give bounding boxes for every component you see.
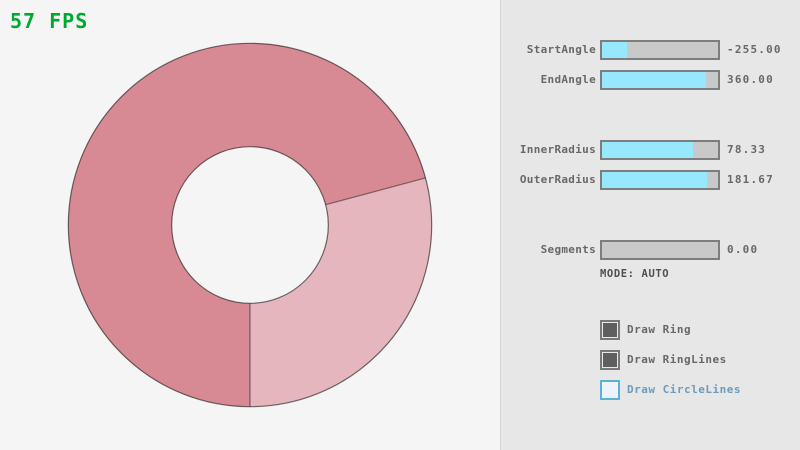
slider-innerradius[interactable]	[600, 140, 720, 160]
slider-label-outerradius: OuterRadius	[519, 173, 596, 186]
slider-row-startangle: StartAngle -255.00	[501, 40, 800, 60]
slider-row-segments: Segments 0.00	[501, 240, 800, 260]
slider-segments[interactable]	[600, 240, 720, 260]
controls-panel: StartAngle -255.00 EndAngle 360.00 Inner…	[500, 0, 800, 450]
checkbox-label-draw-ring: Draw Ring	[627, 323, 692, 336]
slider-fill	[602, 142, 693, 158]
slider-fill	[602, 72, 707, 88]
slider-label-innerradius: InnerRadius	[519, 143, 596, 156]
slider-value-startangle: -255.00	[727, 43, 782, 56]
slider-row-innerradius: InnerRadius 78.33	[501, 140, 800, 160]
checkmark-fill	[603, 323, 617, 337]
slider-value-segments: 0.00	[727, 243, 759, 256]
slider-label-startangle: StartAngle	[526, 43, 596, 56]
slider-value-innerradius: 78.33	[727, 143, 767, 156]
slider-value-endangle: 360.00	[727, 73, 774, 86]
checkbox-label-draw-circlelines: Draw CircleLines	[627, 383, 741, 396]
slider-fill	[602, 172, 708, 188]
slider-fill	[602, 42, 628, 58]
slider-label-segments: Segments	[540, 243, 596, 256]
checkmark-fill	[603, 353, 617, 367]
segments-mode-status: MODE: AUTO	[600, 268, 670, 280]
checkbox-draw-circlelines[interactable]	[600, 380, 620, 400]
slider-row-endangle: EndAngle 360.00	[501, 70, 800, 90]
slider-row-outerradius: OuterRadius 181.67	[501, 170, 800, 190]
slider-value-outerradius: 181.67	[727, 173, 774, 186]
slider-outerradius[interactable]	[600, 170, 720, 190]
checkbox-draw-ringlines[interactable]	[600, 350, 620, 370]
checkbox-label-draw-ringlines: Draw RingLines	[627, 353, 727, 366]
ring-drawing-canvas	[67, 42, 433, 408]
checkbox-draw-ring[interactable]	[600, 320, 620, 340]
slider-label-endangle: EndAngle	[540, 73, 596, 86]
slider-endangle[interactable]	[600, 70, 720, 90]
slider-startangle[interactable]	[600, 40, 720, 60]
fps-counter: 57 FPS	[10, 9, 89, 33]
